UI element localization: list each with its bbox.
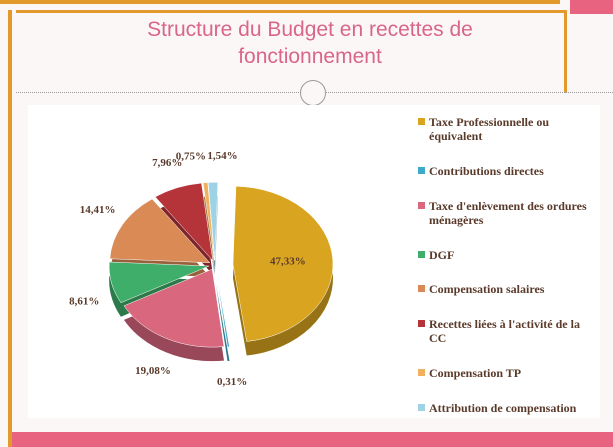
- data-label: 8,61%: [69, 295, 99, 307]
- bottom-bar: [12, 432, 613, 447]
- data-label: 47,33%: [270, 255, 306, 267]
- legend-item: Recettes liées à l'activité de la CC: [418, 317, 598, 345]
- legend-label: Taxe d'enlèvement des ordures ménagères: [429, 198, 587, 227]
- slice: [207, 182, 219, 261]
- legend-swatch: [418, 320, 425, 328]
- legend-swatch: [418, 201, 425, 209]
- legend: Taxe Professionnelle ou équivalent Contri…: [418, 115, 598, 415]
- legend-swatch: [418, 166, 425, 174]
- slice: [232, 186, 334, 342]
- legend-label: Compensation TP: [429, 366, 522, 381]
- legend-swatch: [418, 285, 425, 293]
- data-label: 14,41%: [80, 204, 116, 216]
- top-border: [0, 0, 560, 4]
- legend-label: DGF: [429, 247, 455, 262]
- legend-label: Attribution de compensation: [429, 400, 577, 415]
- legend-swatch: [418, 250, 425, 258]
- slice: [202, 182, 215, 261]
- slice: [109, 198, 211, 264]
- chart-title: Structure du Budget en recettes de fonct…: [147, 18, 473, 68]
- legend-label: Taxe Professionnelle ou équivalent: [429, 115, 550, 143]
- slice: [108, 261, 210, 304]
- legend-item: DGF: [418, 248, 598, 262]
- corner-box: [570, 0, 613, 14]
- slice: [215, 269, 230, 348]
- legend-item: Compensation salaires: [418, 282, 598, 296]
- legend-item: Compensation TP: [418, 366, 598, 380]
- data-label: 19,08%: [135, 365, 171, 377]
- title-frame: [16, 10, 567, 93]
- data-label: 0,31%: [217, 376, 247, 388]
- legend-label: Recettes liées à l'activité de la CC: [429, 317, 580, 346]
- legend-swatch: [418, 118, 425, 125]
- data-label: 7,96%: [152, 157, 182, 169]
- legend-swatch: [418, 403, 425, 411]
- data-label: 0,75%: [176, 150, 206, 162]
- legend-item: Taxe d'enlèvement des ordures ménagères: [418, 199, 598, 227]
- legend-label: Contributions directes: [429, 163, 544, 178]
- legend-item: Contributions directes: [418, 164, 598, 178]
- legend-swatch: [418, 369, 425, 377]
- legend-item: Taxe Professionnelle ou équivalent: [418, 115, 598, 143]
- data-label: 1,54%: [207, 150, 237, 162]
- slice: [123, 268, 225, 348]
- legend-label: Compensation salaires: [429, 282, 545, 297]
- left-border: [8, 10, 12, 447]
- divider-circle: [300, 80, 326, 106]
- slice: [154, 182, 214, 262]
- legend-item: Attribution de compensation: [418, 401, 598, 415]
- slice-side: [215, 283, 230, 362]
